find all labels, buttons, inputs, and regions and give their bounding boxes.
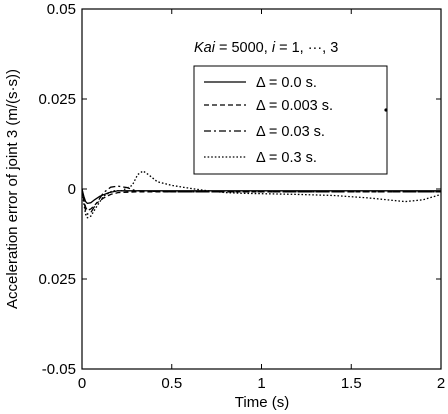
y-tick-label: 0.025 <box>38 91 76 108</box>
series-layer <box>82 170 441 219</box>
i-symbol: i <box>272 40 276 56</box>
legend-label-3: Δ = 0.03 s. <box>256 124 325 140</box>
parameter-annotation: Kai = 5000, i = 1, ···, 3 <box>194 40 338 56</box>
legend-label-1: Δ = 0.0 s. <box>256 75 317 91</box>
x-tick-label: 1 <box>257 375 265 392</box>
series-line-3 <box>82 185 441 215</box>
legend-label-4: Δ = 0.3 s. <box>256 150 317 166</box>
legend-entries: Δ = 0.0 s. Δ = 0.003 s. Δ = 0.03 s. Δ = 0.3… <box>204 75 333 166</box>
x-tick-label: 0 <box>78 375 86 392</box>
marker-dot <box>384 108 388 112</box>
legend: Δ = 0.0 s. Δ = 0.003 s. Δ = 0.03 s. Δ = 0.3… <box>193 65 388 175</box>
y-axis-label: Acceleration error of joint 3 (m/(s·s)) <box>4 69 21 309</box>
y-tick-label: 0 <box>68 181 76 198</box>
kai-value: = 5000, <box>215 40 272 56</box>
legend-box <box>193 65 388 175</box>
legend-label-2: Δ = 0.003 s. <box>256 98 333 114</box>
series-line-1 <box>82 188 441 205</box>
i-range: = 1, ···, 3 <box>275 40 338 56</box>
series-line-4 <box>82 170 441 219</box>
x-tick-label: 2 <box>437 375 445 392</box>
x-axis-label: Time (s) <box>235 394 289 411</box>
x-tick-label: 0.5 <box>161 375 182 392</box>
y-tick-label: -0.05 <box>42 361 76 378</box>
y-tick-label: 0.05 <box>47 1 76 18</box>
kai-symbol: Kai <box>194 40 216 56</box>
y-axis-ticks: 0.05 0.025 0 0.025 -0.05 <box>38 1 441 378</box>
x-axis-ticks: 0 0.5 1 1.5 2 <box>78 9 445 392</box>
x-tick-label: 1.5 <box>341 375 362 392</box>
y-tick-label: 0.025 <box>38 271 76 288</box>
